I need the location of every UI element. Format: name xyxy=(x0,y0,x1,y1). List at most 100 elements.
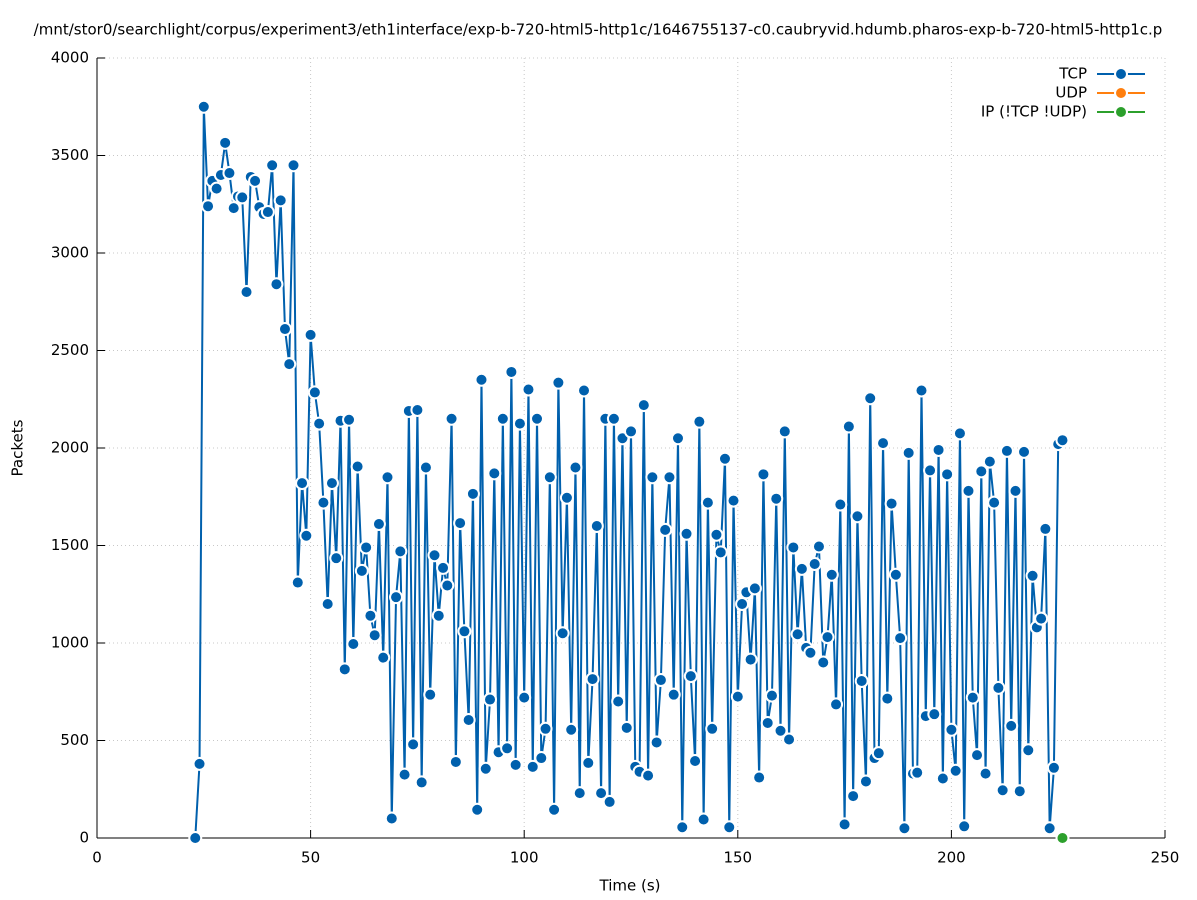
point xyxy=(670,431,685,446)
point xyxy=(1017,444,1032,459)
point xyxy=(713,545,728,560)
point xyxy=(542,470,557,485)
point xyxy=(927,707,942,722)
point xyxy=(816,655,831,670)
point xyxy=(564,722,579,737)
point xyxy=(944,722,959,737)
point xyxy=(465,486,480,501)
point xyxy=(824,567,839,582)
y-tick-label: 500 xyxy=(60,731,89,749)
point xyxy=(717,451,732,466)
point xyxy=(606,411,621,426)
point xyxy=(829,697,844,712)
point xyxy=(846,789,861,804)
y-tick-label: 1500 xyxy=(51,536,89,554)
point xyxy=(547,802,562,817)
point xyxy=(393,544,408,559)
point xyxy=(756,467,771,482)
point xyxy=(269,277,284,292)
point xyxy=(581,755,596,770)
y-tick-label: 2500 xyxy=(51,341,89,359)
point xyxy=(517,690,532,705)
point xyxy=(726,493,741,508)
point xyxy=(978,766,993,781)
point xyxy=(534,751,549,766)
x-tick-label: 0 xyxy=(92,849,102,867)
point xyxy=(354,563,369,578)
point xyxy=(470,802,485,817)
point xyxy=(444,411,459,426)
point xyxy=(222,166,237,181)
point xyxy=(1034,611,1049,626)
point xyxy=(841,419,856,434)
point xyxy=(807,557,822,572)
point xyxy=(837,817,852,832)
point xyxy=(568,460,583,475)
point xyxy=(367,628,382,643)
x-tick-label: 250 xyxy=(1151,849,1180,867)
point xyxy=(448,754,463,769)
point xyxy=(277,322,292,337)
point xyxy=(735,597,750,611)
point xyxy=(371,517,386,532)
point xyxy=(961,483,976,498)
point xyxy=(594,786,609,801)
point xyxy=(282,357,297,372)
point xyxy=(952,426,967,441)
point xyxy=(418,460,433,475)
point xyxy=(649,735,664,750)
point xyxy=(675,820,690,835)
point xyxy=(350,459,365,474)
point xyxy=(850,509,865,524)
point xyxy=(265,158,280,173)
point xyxy=(260,205,275,220)
point xyxy=(337,662,352,677)
point xyxy=(273,193,288,208)
point xyxy=(457,624,472,639)
x-tick-label: 50 xyxy=(301,849,320,867)
point xyxy=(974,464,989,479)
point xyxy=(679,526,694,541)
point xyxy=(303,327,318,342)
chart-title: /mnt/stor0/searchlight/corpus/experiment… xyxy=(34,21,1163,39)
point xyxy=(188,831,203,845)
y-tick-label: 1000 xyxy=(51,634,89,652)
point xyxy=(431,608,446,623)
series-line xyxy=(194,106,1064,839)
y-tick-label: 3000 xyxy=(51,244,89,262)
point xyxy=(525,759,540,774)
point xyxy=(645,470,660,485)
point xyxy=(901,445,916,460)
x-tick-label: 200 xyxy=(937,849,966,867)
point xyxy=(790,627,805,642)
legend-label: IP (!TCP !UDP) xyxy=(981,103,1087,121)
point xyxy=(858,774,873,789)
point xyxy=(662,470,677,485)
point xyxy=(602,794,617,809)
point xyxy=(970,748,985,763)
point xyxy=(910,765,925,780)
point xyxy=(559,490,574,505)
legend-marker xyxy=(1114,105,1128,119)
legend-marker xyxy=(1114,86,1128,100)
point xyxy=(893,631,908,646)
point xyxy=(692,414,707,429)
point xyxy=(209,181,224,196)
point xyxy=(700,495,715,510)
point xyxy=(773,723,788,738)
point xyxy=(380,470,395,485)
x-tick-label: 150 xyxy=(723,849,752,867)
point xyxy=(1055,433,1070,448)
point xyxy=(764,688,779,703)
point xyxy=(555,626,570,641)
point xyxy=(747,581,762,596)
point xyxy=(1038,521,1053,536)
point xyxy=(760,715,775,730)
point xyxy=(880,691,895,706)
point xyxy=(957,819,972,834)
point xyxy=(585,672,600,687)
point xyxy=(1012,784,1027,799)
x-tick-label: 100 xyxy=(510,849,539,867)
point xyxy=(196,99,211,114)
